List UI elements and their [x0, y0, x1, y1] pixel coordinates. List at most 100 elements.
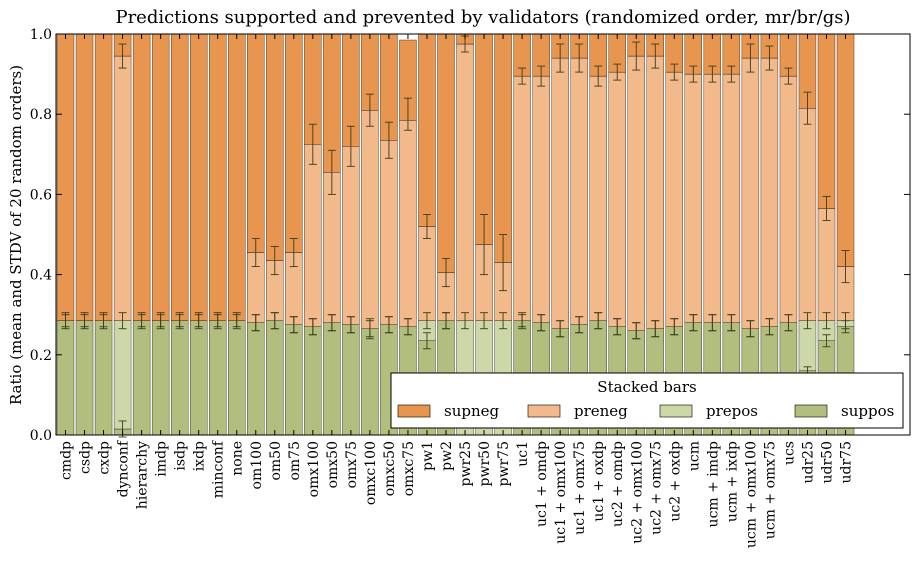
x-tick-label: ucm + ixdp	[724, 441, 740, 522]
x-tick-label: uc1 + oxdp	[591, 441, 607, 522]
error-bar	[613, 63, 622, 81]
error-bar	[442, 258, 450, 288]
y-axis: 0.0 0.2 0.4 0.6 0.8 1.0	[30, 27, 910, 444]
error-bar	[327, 314, 336, 332]
error-bar	[537, 314, 546, 332]
bar-suppos	[209, 320, 227, 436]
error-bar	[289, 238, 298, 268]
bar-preneg	[513, 75, 531, 321]
error-bar	[594, 312, 603, 330]
bar-supneg	[247, 33, 265, 253]
x-tick-label: uc1 + omx100	[553, 441, 569, 544]
error-bar	[556, 43, 565, 73]
x-tick-label: om100	[249, 441, 265, 489]
x-tick-label: om75	[287, 441, 303, 481]
bar-suppos	[151, 320, 170, 436]
error-bar	[251, 314, 260, 332]
x-tick-label: ucm + omx75	[762, 441, 778, 539]
error-bar	[461, 312, 470, 330]
error-bar	[384, 316, 393, 334]
error-bar	[403, 318, 412, 336]
error-bar	[213, 312, 222, 330]
bar-preneg	[418, 226, 436, 321]
bar-supneg	[132, 33, 151, 321]
error-bar	[270, 246, 279, 276]
legend-swatch-prepos	[659, 404, 693, 418]
x-tick-label: uc2 + omx100	[629, 441, 645, 544]
x-tick-label: pw1	[420, 441, 436, 471]
x-tick-label: uc1 + omdp	[534, 441, 550, 527]
legend-frame	[390, 372, 904, 429]
legend-swatch-preneg	[527, 404, 561, 418]
error-bar	[118, 43, 127, 69]
bar-preneg	[304, 144, 322, 327]
bar-supneg	[56, 33, 75, 321]
bar-suppos	[361, 328, 379, 436]
y-tick-label: 0.4	[30, 268, 52, 284]
x-tick-label: omxc75	[401, 441, 417, 496]
x-tick-label: pwr50	[477, 441, 493, 486]
bar-preneg	[608, 71, 626, 327]
error-bar	[651, 320, 660, 338]
bar-preneg	[342, 146, 360, 325]
error-bar	[727, 314, 736, 332]
error-bar	[480, 312, 489, 330]
error-bar	[422, 312, 431, 330]
bar-preneg	[551, 57, 569, 329]
bar-suppos	[228, 320, 246, 436]
error-bar	[156, 312, 165, 330]
error-bar	[765, 45, 774, 71]
error-bar	[765, 318, 774, 336]
x-tick-label: imdp	[154, 441, 170, 477]
legend-label-supneg: supneg	[444, 402, 499, 420]
x-tick-label: omx50	[325, 441, 341, 488]
error-bar	[841, 312, 850, 330]
x-tick-label: hierarchy	[135, 441, 151, 509]
legend-swatch-supneg	[397, 404, 431, 418]
error-bar	[194, 312, 203, 330]
x-tick-label: ucm + imdp	[705, 441, 721, 527]
y-tick-label: 0.0	[30, 428, 52, 444]
legend: Stacked bars supneg preneg prepos suppos	[390, 372, 904, 429]
x-tick-label: pwr25	[458, 441, 474, 486]
bar-suppos	[170, 320, 189, 436]
bar-preneg	[722, 73, 741, 323]
y-tick-label: 1.0	[30, 27, 52, 43]
y-tick-label: 0.6	[30, 187, 52, 203]
x-tick-label: uc1	[515, 441, 531, 467]
legend-label-preneg: preneg	[574, 402, 628, 420]
error-bar	[708, 314, 717, 332]
bar-preneg	[532, 75, 550, 323]
legend-items: supneg preneg prepos suppos	[397, 402, 894, 420]
bar-suppos	[323, 322, 341, 436]
error-bars-layer	[61, 35, 850, 438]
x-tick-label: udr25	[800, 441, 816, 484]
plot-frame	[55, 33, 911, 436]
error-bar	[137, 312, 146, 330]
bar-supneg	[189, 33, 208, 321]
bar-preneg	[646, 55, 664, 329]
bar-preneg	[570, 57, 588, 325]
error-bar	[365, 320, 374, 338]
error-bar	[346, 125, 355, 167]
bar-preneg	[665, 71, 683, 327]
x-tick-label: dynconf	[116, 439, 132, 497]
x-tick-label: uc2 + omdp	[610, 441, 626, 527]
x-tick-label: uc2 + omx75	[648, 441, 664, 535]
error-bar	[480, 213, 489, 276]
error-bar	[746, 320, 755, 338]
bar-preneg	[798, 108, 817, 321]
x-tick-label: pwr75	[496, 441, 512, 486]
error-bar	[442, 312, 450, 330]
legend-label-suppos: suppos	[841, 402, 894, 420]
x-tick-label: uc2 + oxdp	[667, 441, 683, 522]
error-bar	[403, 97, 412, 131]
x-tick-label: ixdp	[192, 441, 208, 471]
bar-supneg	[75, 33, 94, 321]
error-bar	[499, 234, 508, 292]
bar-preneg	[589, 75, 607, 321]
error-bar	[632, 41, 641, 71]
x-axis: cmdp csdp cxdp dynconf hierarchy imdp isdp ixdp…	[59, 34, 855, 548]
bar-supneg	[228, 33, 246, 321]
x-tick-label: csdp	[78, 441, 94, 474]
